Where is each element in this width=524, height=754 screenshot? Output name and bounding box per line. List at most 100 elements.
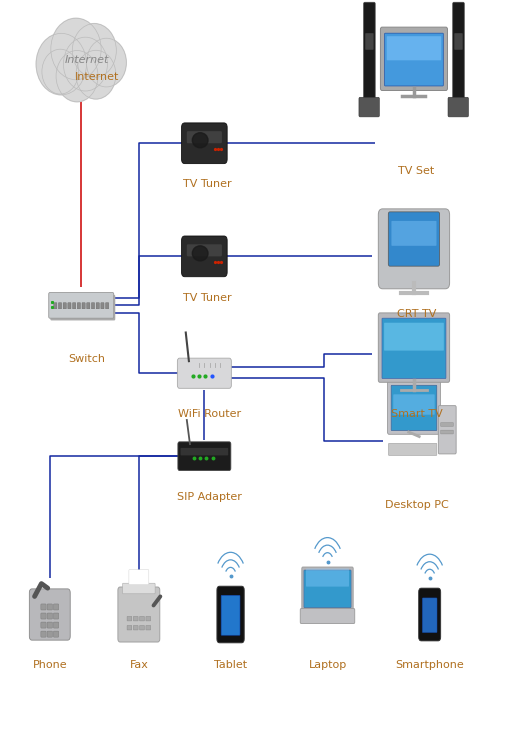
FancyBboxPatch shape [133, 626, 138, 630]
FancyBboxPatch shape [127, 626, 132, 630]
Ellipse shape [72, 23, 116, 78]
FancyBboxPatch shape [178, 442, 231, 470]
FancyBboxPatch shape [304, 570, 351, 608]
Ellipse shape [86, 38, 126, 87]
FancyBboxPatch shape [422, 598, 437, 633]
FancyBboxPatch shape [387, 36, 441, 60]
Text: CRT TV: CRT TV [397, 309, 436, 319]
FancyBboxPatch shape [123, 584, 155, 594]
Text: WiFi Router: WiFi Router [178, 409, 241, 419]
FancyBboxPatch shape [47, 622, 52, 628]
FancyBboxPatch shape [41, 622, 46, 628]
Text: Fax: Fax [129, 660, 148, 670]
FancyBboxPatch shape [181, 236, 227, 277]
FancyBboxPatch shape [217, 587, 244, 642]
FancyBboxPatch shape [221, 596, 240, 635]
FancyBboxPatch shape [385, 33, 443, 86]
Text: Internet: Internet [75, 72, 119, 81]
FancyBboxPatch shape [58, 303, 61, 309]
FancyBboxPatch shape [49, 293, 114, 318]
FancyBboxPatch shape [365, 33, 374, 50]
FancyBboxPatch shape [146, 617, 151, 621]
FancyBboxPatch shape [181, 123, 227, 164]
FancyBboxPatch shape [96, 303, 100, 309]
FancyBboxPatch shape [29, 589, 70, 640]
Text: Smartphone: Smartphone [395, 660, 464, 670]
FancyBboxPatch shape [187, 244, 222, 256]
Text: Switch: Switch [68, 354, 105, 364]
Ellipse shape [192, 133, 208, 148]
FancyBboxPatch shape [53, 604, 59, 610]
FancyBboxPatch shape [380, 27, 447, 90]
FancyBboxPatch shape [441, 430, 453, 434]
FancyBboxPatch shape [105, 303, 108, 309]
FancyBboxPatch shape [91, 303, 94, 309]
Ellipse shape [36, 33, 86, 95]
Ellipse shape [51, 18, 101, 80]
FancyBboxPatch shape [388, 380, 440, 434]
FancyBboxPatch shape [454, 33, 463, 50]
Text: SIP Adapter: SIP Adapter [177, 492, 242, 502]
FancyBboxPatch shape [388, 212, 440, 266]
FancyBboxPatch shape [359, 97, 379, 117]
FancyBboxPatch shape [448, 97, 468, 117]
FancyBboxPatch shape [441, 422, 453, 427]
FancyBboxPatch shape [302, 567, 353, 610]
FancyBboxPatch shape [378, 313, 450, 382]
FancyBboxPatch shape [180, 448, 228, 455]
Text: Internet: Internet [64, 55, 108, 66]
FancyBboxPatch shape [63, 303, 66, 309]
FancyBboxPatch shape [391, 221, 436, 246]
FancyBboxPatch shape [101, 303, 104, 309]
FancyBboxPatch shape [382, 318, 446, 379]
FancyBboxPatch shape [187, 131, 222, 143]
Text: Tablet: Tablet [214, 660, 247, 670]
Text: Phone: Phone [32, 660, 67, 670]
Ellipse shape [76, 51, 116, 99]
FancyBboxPatch shape [47, 631, 52, 637]
FancyBboxPatch shape [419, 588, 441, 641]
Text: TV Tuner: TV Tuner [183, 179, 231, 189]
Ellipse shape [42, 49, 79, 94]
FancyBboxPatch shape [41, 631, 46, 637]
FancyBboxPatch shape [378, 209, 450, 289]
FancyBboxPatch shape [453, 2, 464, 103]
FancyBboxPatch shape [78, 303, 81, 309]
FancyBboxPatch shape [306, 569, 349, 587]
FancyBboxPatch shape [364, 2, 375, 103]
Ellipse shape [63, 37, 107, 91]
Ellipse shape [56, 51, 98, 102]
Text: Smart TV: Smart TV [391, 409, 442, 418]
FancyBboxPatch shape [146, 626, 151, 630]
FancyBboxPatch shape [53, 303, 57, 309]
Text: TV Tuner: TV Tuner [183, 293, 231, 302]
Text: Desktop PC: Desktop PC [385, 500, 449, 510]
FancyBboxPatch shape [438, 406, 456, 454]
Text: TV Set: TV Set [398, 166, 435, 176]
FancyBboxPatch shape [177, 358, 232, 388]
FancyBboxPatch shape [300, 608, 355, 624]
FancyBboxPatch shape [41, 613, 46, 619]
FancyBboxPatch shape [118, 587, 160, 642]
FancyBboxPatch shape [47, 604, 52, 610]
Ellipse shape [192, 246, 208, 261]
FancyBboxPatch shape [47, 613, 52, 619]
FancyBboxPatch shape [133, 617, 138, 621]
FancyBboxPatch shape [129, 570, 149, 585]
FancyBboxPatch shape [41, 604, 46, 610]
FancyBboxPatch shape [86, 303, 90, 309]
FancyBboxPatch shape [389, 443, 437, 455]
FancyBboxPatch shape [53, 631, 59, 637]
FancyBboxPatch shape [53, 613, 59, 619]
Text: Laptop: Laptop [309, 660, 346, 670]
FancyBboxPatch shape [127, 617, 132, 621]
FancyBboxPatch shape [393, 394, 435, 415]
FancyBboxPatch shape [72, 303, 75, 309]
FancyBboxPatch shape [68, 303, 71, 309]
FancyBboxPatch shape [391, 385, 437, 431]
FancyBboxPatch shape [139, 617, 145, 621]
FancyBboxPatch shape [53, 622, 59, 628]
FancyBboxPatch shape [50, 295, 115, 320]
FancyBboxPatch shape [82, 303, 85, 309]
FancyBboxPatch shape [139, 626, 145, 630]
